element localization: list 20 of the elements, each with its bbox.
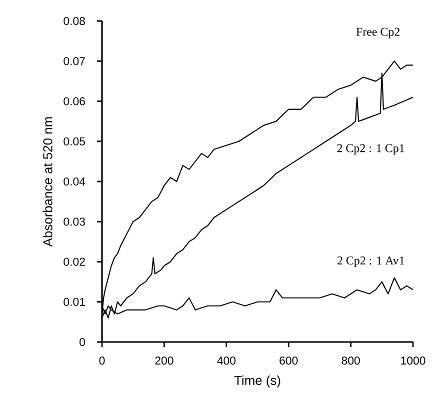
y-tick-label: 0.03 (64, 218, 85, 226)
series-label: 2 Cp2 : 1 Cp1 (337, 144, 404, 155)
x-tick-label: 600 (280, 356, 298, 365)
y-tick-label: 0.05 (64, 137, 85, 146)
series-label: Free Cp2 (356, 28, 400, 38)
y-axis-title: Absorbance at 520 nm (42, 117, 52, 247)
x-axis-title: Time (s) (234, 375, 280, 388)
y-tick-label: 0.04 (64, 177, 86, 186)
x-tick-label: 800 (342, 356, 360, 365)
x-tick-label: 400 (217, 356, 236, 365)
x-tick-label: 0 (99, 356, 105, 365)
y-tick-label: 0.08 (64, 16, 85, 26)
y-tick-label: 0.07 (64, 57, 85, 66)
y-tick-label: 0 (80, 338, 86, 346)
x-tick-label: 200 (155, 356, 174, 365)
x-tick-label: 1000 (401, 356, 426, 365)
y-tick-label: 0.06 (64, 97, 85, 106)
series-label: 2 Cp2 : 1 Av1 (337, 256, 404, 267)
y-tick-label: 0.02 (64, 258, 85, 266)
y-tick-label: 0.01 (64, 298, 85, 306)
